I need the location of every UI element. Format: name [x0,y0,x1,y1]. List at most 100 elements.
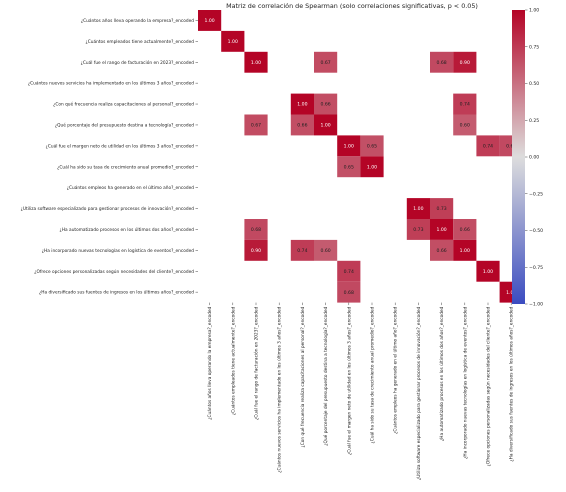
column-label: ¿Cuántos años lleva operando la empresa?… [206,306,213,419]
column-label: ¿Cuál fue el margen neto de utilidad en … [345,306,352,455]
heatmap-cell [244,51,268,73]
heatmap-cell [430,239,454,261]
column-label: ¿Utiliza software especializado para ges… [415,306,422,480]
colorbar-tick-label: 0.50 [529,81,539,87]
heatmap-cell [314,93,338,115]
cell-value-label: 0.67 [251,123,261,129]
cell-value-label: 1.00 [228,39,238,45]
heatmap-cell [453,219,477,240]
heatmap-cell [360,156,384,178]
row-labels: ¿Cuántos años lleva operando la empresa?… [21,17,198,296]
heatmap-cell [453,114,477,136]
heatmap-cell [290,114,314,136]
cell-value-label: 1.00 [506,290,516,296]
cell-value-label: 1.00 [297,102,307,108]
row-label: ¿Cuántos años lleva operando la empresa?… [81,17,194,24]
heatmap-cell [337,260,361,282]
cell-value-label: 1.00 [251,60,261,66]
heatmap-cell [244,219,268,240]
row-label: ¿Ha automatizado procesos en los últimos… [60,226,195,233]
heatmap-cell [476,135,500,157]
colorbar-tick-label: 1.00 [529,8,539,14]
column-label: ¿Ha automatizado procesos en los últimos… [438,306,445,441]
cell-value-label: 1.00 [344,143,354,149]
column-labels: ¿Cuántos años lleva operando la empresa?… [206,302,515,480]
heatmap-cell [244,239,268,261]
column-label: ¿Cuál fue el rango de facturación en 202… [253,306,260,420]
row-label: ¿Utiliza software especializado para ges… [21,205,195,212]
cell-value-label: 0.60 [460,123,470,129]
cell-value-label: 1.00 [413,206,423,212]
heatmap-cell [314,239,338,261]
row-label: ¿Con qué frecuencia realiza capacitacion… [53,101,194,108]
heatmap-cell [337,135,361,157]
cell-value-label: 1.00 [204,18,214,24]
row-label: ¿Ha diversificado sus fuentes de ingreso… [39,289,194,296]
heatmap-cell [290,239,314,261]
cell-value-label: 0.68 [344,290,354,296]
colorbar-tick-label: −0.25 [529,191,543,197]
colorbar-tick-label: −0.75 [529,265,543,271]
cell-value-label: 1.00 [460,248,470,254]
heatmap-cell [198,10,222,31]
cell-value-label: 1.00 [367,164,377,170]
row-label: ¿Cuál fue el margen neto de utilidad en … [46,142,195,149]
colorbar-tick-label: 0.25 [529,118,539,124]
colorbar-tick-label: −1.00 [529,302,543,308]
cell-value-label: 0.74 [344,269,354,275]
heatmap-cell [406,198,430,219]
row-label: ¿Ha incorporado nuevas tecnologías en lo… [42,247,195,254]
cell-value-label: 0.68 [436,60,446,66]
row-label: ¿Cuál fue el rango de facturación en 202… [81,59,195,66]
column-label: ¿Ofrece opciones personalizadas según ne… [485,306,492,466]
colorbar-gradient [512,10,525,304]
heatmap-cell [453,93,477,115]
row-label: ¿Cuántos empleos ha generado en el últim… [67,184,195,191]
heatmap-cell [406,219,430,240]
cell-value-label: 0.60 [320,248,330,254]
cell-value-label: 0.73 [413,227,423,233]
cell-value-label: 0.67 [320,60,330,66]
cell-value-label: 0.66 [320,102,330,108]
column-label: ¿Cuántos empleos ha generado en el últim… [392,306,399,434]
heatmap-cell [360,135,384,157]
cell-value-label: 1.00 [436,227,446,233]
row-label: ¿Cuál ha sido su tasa de crecimiento anu… [57,163,194,170]
cell-value-label: 0.66 [436,248,446,254]
heatmap-cells: 1.00 1.00 1.00 0.67 0.68 0.90 1.00 0.66 0.74 0.67… [198,10,523,303]
heatmap-cell [221,30,245,52]
cell-value-label: 0.65 [367,143,377,149]
cell-value-label: 0.65 [344,164,354,170]
colorbar: 1.00 0.75 0.50 0.25 0.00 −0.25 −0.50 −0.75 −1.00 [512,8,543,308]
heatmap-cell [430,219,454,240]
cell-value-label: 0.66 [460,227,470,233]
column-label: ¿Con qué frecuencia realiza capacitacion… [299,306,306,447]
cell-value-label: 0.74 [460,102,470,108]
chart-title: Matriz de correlación de Spearman (solo … [226,2,478,10]
heatmap-cell [337,281,361,303]
cell-value-label: 0.74 [297,248,307,254]
cell-value-label: 1.00 [483,269,493,275]
row-label: ¿Cuántos empleados tiene actualmente?_en… [85,38,194,45]
column-label: ¿Ha diversificado sus fuentes de ingreso… [508,306,515,461]
cell-value-label: 0.73 [436,206,446,212]
cell-value-label: 0.90 [460,60,470,66]
heatmap-cell [290,93,314,115]
colorbar-tick-label: 0.75 [529,44,539,50]
row-label: ¿Ofrece opciones personalizadas según ne… [34,268,194,275]
colorbar-tick-label: −0.50 [529,228,543,234]
heatmap-cell [453,51,477,73]
heatmap-cell [314,51,338,73]
heatmap-cell [314,114,338,136]
cell-value-label: 0.90 [251,248,261,254]
row-label: ¿Cuántos nuevos servicios ha implementad… [28,80,194,87]
colorbar-tick-label: 0.00 [529,155,539,161]
cell-value-label: 0.74 [483,143,493,149]
cell-value-label: 0.68 [506,143,516,149]
heatmap-cell [244,114,268,136]
heatmap-cell [337,156,361,178]
cell-value-label: 0.68 [251,227,261,233]
heatmap-cell [453,239,477,261]
row-label: ¿Qué porcentaje del presupuesto destina … [55,121,194,128]
